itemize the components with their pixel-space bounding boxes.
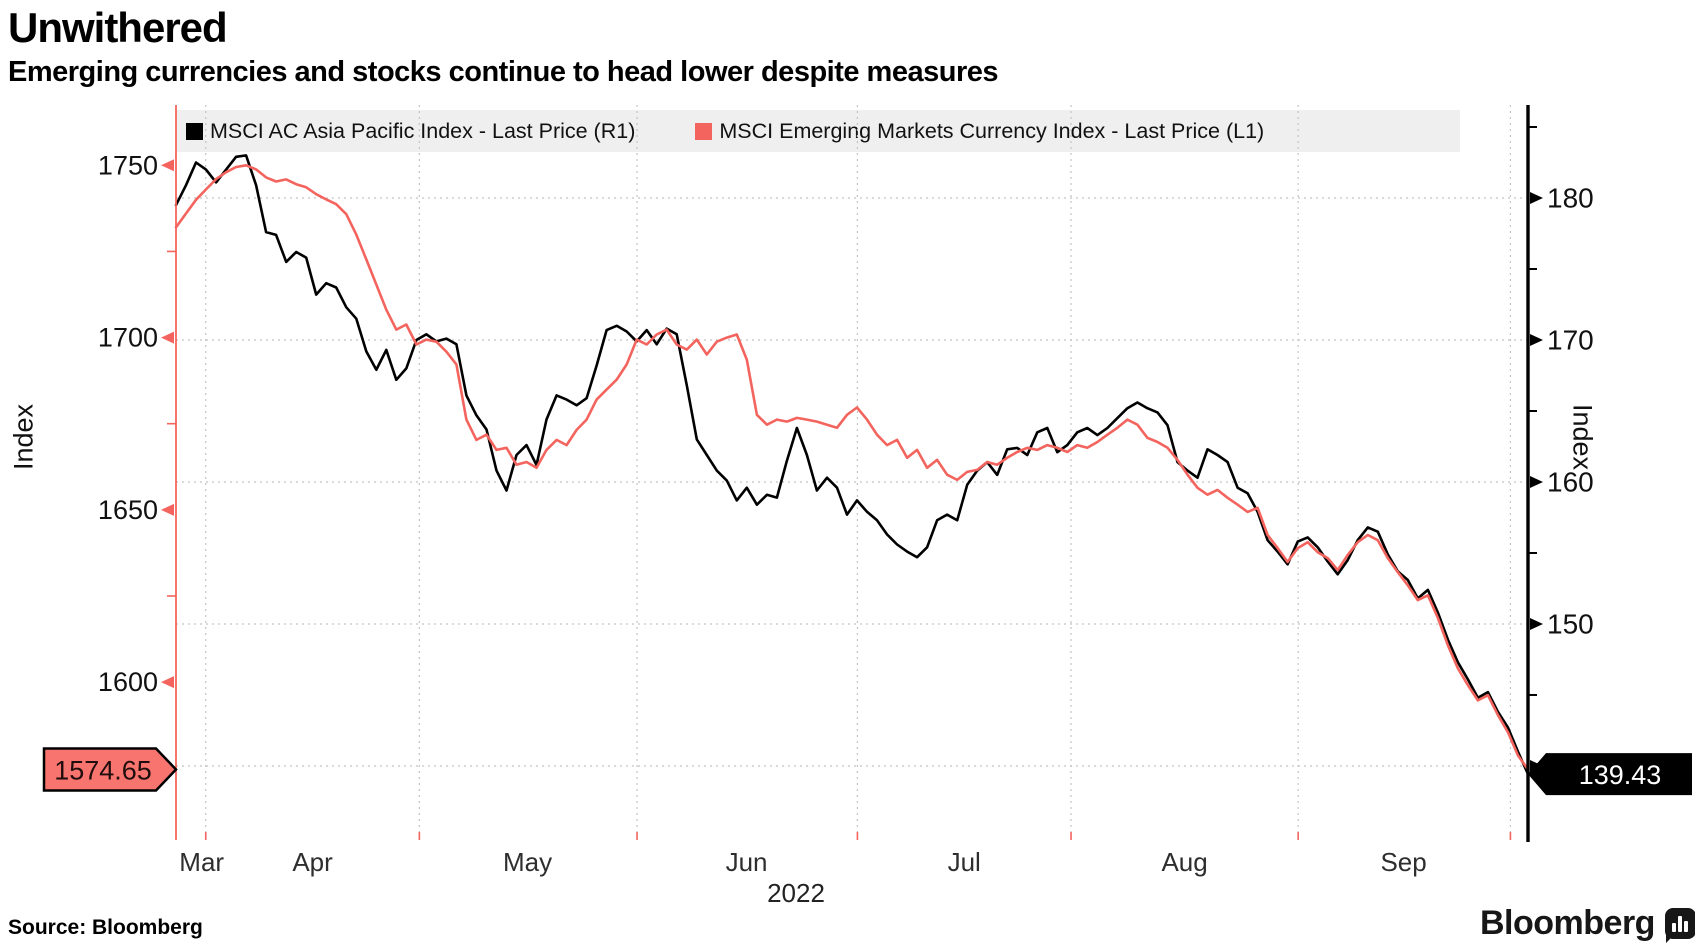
- svg-text:139.43: 139.43: [1579, 760, 1662, 790]
- svg-text:1600: 1600: [98, 667, 158, 697]
- bar-chart-bubble-icon: [1664, 908, 1695, 943]
- gridlines: [176, 105, 1528, 832]
- legend-item-label: MSCI Emerging Markets Currency Index - L…: [719, 118, 1265, 143]
- x-axis-ticks: Mar Apr May Jun Jul Aug Sep: [179, 832, 1512, 877]
- svg-text:160: 160: [1547, 466, 1594, 497]
- month-label-Aug: Aug: [1161, 847, 1207, 877]
- month-label-Sep: Sep: [1380, 847, 1426, 877]
- month-label-May: May: [503, 847, 552, 877]
- left-axis-ticks: 1750 1700 1650 1600: [98, 150, 176, 697]
- series-lines: [174, 154, 1530, 776]
- red-series-swatch-icon: [695, 122, 713, 140]
- svg-text:170: 170: [1547, 324, 1594, 355]
- page-title: Unwithered: [8, 4, 228, 51]
- legend-item-em-currency: MSCI Emerging Markets Currency Index - L…: [695, 119, 1264, 144]
- right-axis-title: Index: [1567, 403, 1598, 471]
- svg-text:1750: 1750: [98, 150, 158, 180]
- month-label-Mar: Mar: [179, 847, 224, 877]
- month-label-Jun: Jun: [726, 847, 768, 877]
- series-right: [174, 154, 1530, 776]
- source-credit: Source: Bloomberg: [8, 916, 203, 939]
- bloomberg-logo: Bloomberg: [1480, 904, 1695, 943]
- left-last-price-badge: 1574.65: [42, 747, 178, 792]
- bloomberg-wordmark: Bloomberg: [1480, 904, 1655, 942]
- series-left: [174, 164, 1530, 771]
- svg-text:1650: 1650: [98, 495, 158, 525]
- legend-item-asia-pacific: MSCI AC Asia Pacific Index - Last Price …: [186, 119, 635, 144]
- left-axis-title: Index: [8, 403, 39, 471]
- month-label-Jul: Jul: [948, 847, 981, 877]
- black-series-swatch-icon: [186, 122, 203, 140]
- month-label-Apr: Apr: [292, 847, 333, 877]
- x-axis-year-label: 2022: [767, 878, 825, 908]
- legend-item-label: MSCI AC Asia Pacific Index - Last Price …: [210, 118, 636, 143]
- svg-text:180: 180: [1547, 183, 1594, 214]
- right-last-price-badge: 139.43: [1528, 753, 1692, 796]
- chart-legend: MSCI AC Asia Pacific Index - Last Price …: [176, 110, 1460, 152]
- svg-text:1574.65: 1574.65: [54, 755, 152, 785]
- page-subtitle: Emerging currencies and stocks continue …: [8, 56, 998, 88]
- svg-text:1700: 1700: [98, 323, 158, 353]
- svg-text:150: 150: [1547, 608, 1594, 639]
